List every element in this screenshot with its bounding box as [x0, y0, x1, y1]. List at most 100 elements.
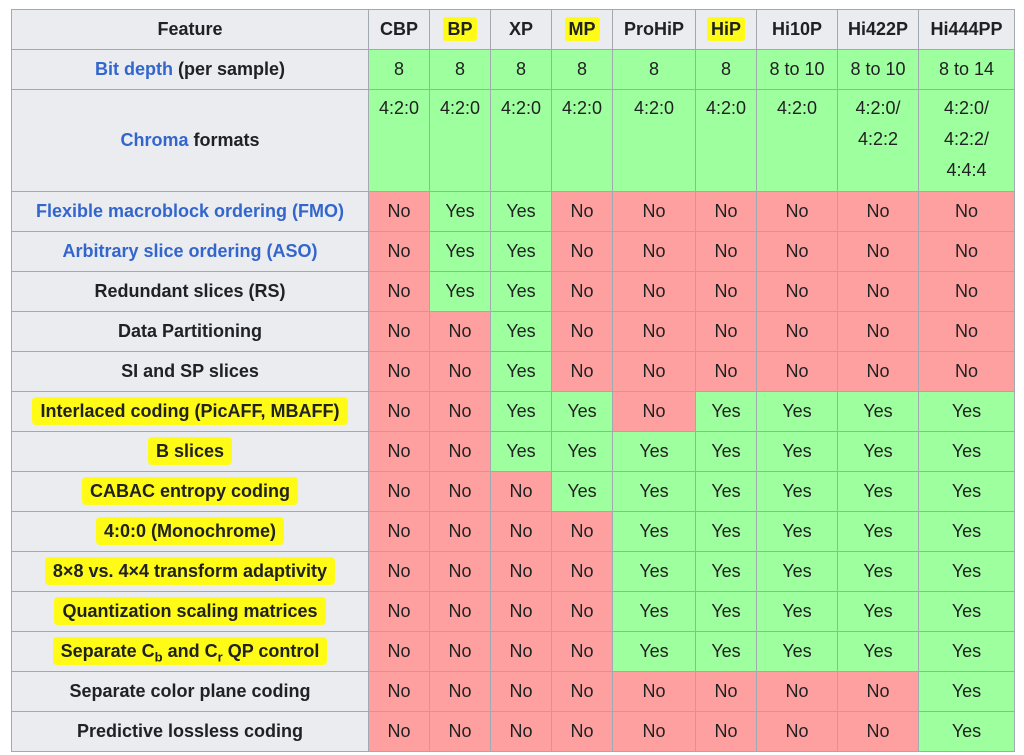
no-cell: No	[429, 591, 491, 632]
no-cell: No	[551, 591, 613, 632]
chroma-value-line: 4:2:0	[705, 98, 747, 118]
no-cell: No	[612, 311, 696, 352]
bit-depth-cell: 8	[429, 49, 491, 90]
feature-label: Redundant slices (RS)	[11, 271, 369, 312]
no-cell: No	[429, 671, 491, 712]
yes-cell: Yes	[551, 431, 613, 472]
chroma-value-line: 4:2:2/	[943, 129, 990, 149]
no-cell: No	[695, 191, 757, 232]
yes-cell: Yes	[490, 391, 552, 432]
yes-cell: Yes	[756, 511, 838, 552]
no-cell: No	[837, 671, 919, 712]
bit-depth-cell: 8 to 14	[918, 49, 1015, 90]
no-cell: No	[551, 231, 613, 272]
chroma-value-line: 4:4:4	[946, 160, 987, 180]
chroma-cell: 4:2:0	[551, 89, 613, 192]
no-cell: No	[695, 231, 757, 272]
bit-depth-cell: 8	[368, 49, 430, 90]
yes-cell: Yes	[490, 191, 552, 232]
chroma-value-line: 4:2:0	[500, 98, 542, 118]
feature-row: Separate Cb and Cr QP control No No No No Yes…	[11, 631, 1015, 672]
feature-label-part: and C	[162, 641, 218, 661]
yes-cell: Yes	[918, 671, 1015, 712]
chroma-value-line: 4:2:0	[439, 98, 481, 118]
feature-row: Redundant slices (RS) No Yes Yes No No No No No N…	[11, 271, 1015, 312]
no-cell: No	[756, 311, 838, 352]
no-cell: No	[918, 351, 1015, 392]
no-cell: No	[695, 311, 757, 352]
chroma-value-line: 4:2:0	[378, 98, 420, 118]
chroma-cell: 4:2:0/4:2:2/4:4:4	[918, 89, 1015, 192]
no-cell: No	[368, 391, 430, 432]
feature-label-text: SI and SP slices	[121, 361, 259, 381]
feature-row: Separate color plane coding No No No No No No N…	[11, 671, 1015, 712]
yes-cell: Yes	[429, 271, 491, 312]
column-header-label: Hi422P	[847, 19, 909, 39]
no-cell: No	[429, 711, 491, 752]
no-cell: No	[490, 591, 552, 632]
no-cell: No	[612, 711, 696, 752]
column-header-cbp: CBP	[368, 9, 430, 50]
feature-label-text: Redundant slices (RS)	[94, 281, 286, 301]
feature-label-text: 8×8 vs. 4×4 transform adaptivity	[44, 557, 336, 585]
chroma-link[interactable]: Chroma	[120, 130, 189, 150]
column-header-label: XP	[508, 19, 533, 39]
bit-depth-cell: 8	[612, 49, 696, 90]
feature-label-part: Separate C	[60, 641, 155, 661]
no-cell: No	[612, 671, 696, 712]
no-cell: No	[756, 271, 838, 312]
no-cell: No	[368, 191, 430, 232]
no-cell: No	[490, 631, 552, 672]
yes-cell: Yes	[756, 551, 838, 592]
no-cell: No	[368, 591, 430, 632]
no-cell: No	[490, 551, 552, 592]
no-cell: No	[551, 271, 613, 312]
feature-row: Flexible macroblock ordering (FMO) No Yes Y…	[11, 191, 1015, 232]
bit-depth-cell: 8	[490, 49, 552, 90]
column-header-label: HiP	[706, 17, 745, 41]
feature-link[interactable]: Arbitrary slice ordering (ASO)	[62, 241, 318, 261]
chroma-cell: 4:2:0	[756, 89, 838, 192]
feature-column-header: Feature	[11, 9, 369, 50]
column-header-label: MP	[564, 17, 600, 41]
feature-label: 8×8 vs. 4×4 transform adaptivity	[11, 551, 369, 592]
yes-cell: Yes	[756, 631, 838, 672]
column-header-mp: MP	[551, 9, 613, 50]
yes-cell: Yes	[837, 631, 919, 672]
yes-cell: Yes	[918, 551, 1015, 592]
no-cell: No	[551, 311, 613, 352]
no-cell: No	[490, 671, 552, 712]
no-cell: No	[837, 231, 919, 272]
feature-label-text: Separate Cb and Cr QP control	[52, 637, 328, 665]
no-cell: No	[695, 671, 757, 712]
yes-cell: Yes	[918, 391, 1015, 432]
feature-row: Interlaced coding (PicAFF, MBAFF) No No Yes…	[11, 391, 1015, 432]
no-cell: No	[612, 231, 696, 272]
yes-cell: Yes	[695, 591, 757, 632]
profile-comparison-table: Feature CBP BP XP MP ProHiP HiP Hi10P Hi422P Hi4…	[11, 9, 1015, 752]
feature-label-part: b	[154, 649, 163, 665]
bit-depth-suffix: (per sample)	[172, 59, 286, 79]
column-header-bp: BP	[429, 9, 491, 50]
yes-cell: Yes	[756, 591, 838, 632]
no-cell: No	[368, 631, 430, 672]
bit-depth-link[interactable]: Bit depth	[94, 59, 173, 79]
column-header-hip: HiP	[695, 9, 757, 50]
yes-cell: Yes	[837, 551, 919, 592]
bit-depth-cell: 8 to 10	[756, 49, 838, 90]
chroma-cell: 4:2:0/4:2:2	[837, 89, 919, 192]
bit-depth-cell: 8 to 10	[837, 49, 919, 90]
no-cell: No	[368, 431, 430, 472]
feature-row: 8×8 vs. 4×4 transform adaptivity No No No No…	[11, 551, 1015, 592]
bit-depth-label: Bit depth (per sample)	[11, 49, 369, 90]
no-cell: No	[490, 711, 552, 752]
feature-link[interactable]: Flexible macroblock ordering (FMO)	[35, 201, 345, 221]
header-row: Feature CBP BP XP MP ProHiP HiP Hi10P Hi422P Hi4…	[11, 9, 1015, 50]
no-cell: No	[368, 271, 430, 312]
yes-cell: Yes	[429, 231, 491, 272]
no-cell: No	[368, 711, 430, 752]
chroma-value-line: 4:2:0	[633, 98, 675, 118]
feature-label-text: Separate color plane coding	[69, 681, 311, 701]
no-cell: No	[551, 351, 613, 392]
no-cell: No	[918, 231, 1015, 272]
